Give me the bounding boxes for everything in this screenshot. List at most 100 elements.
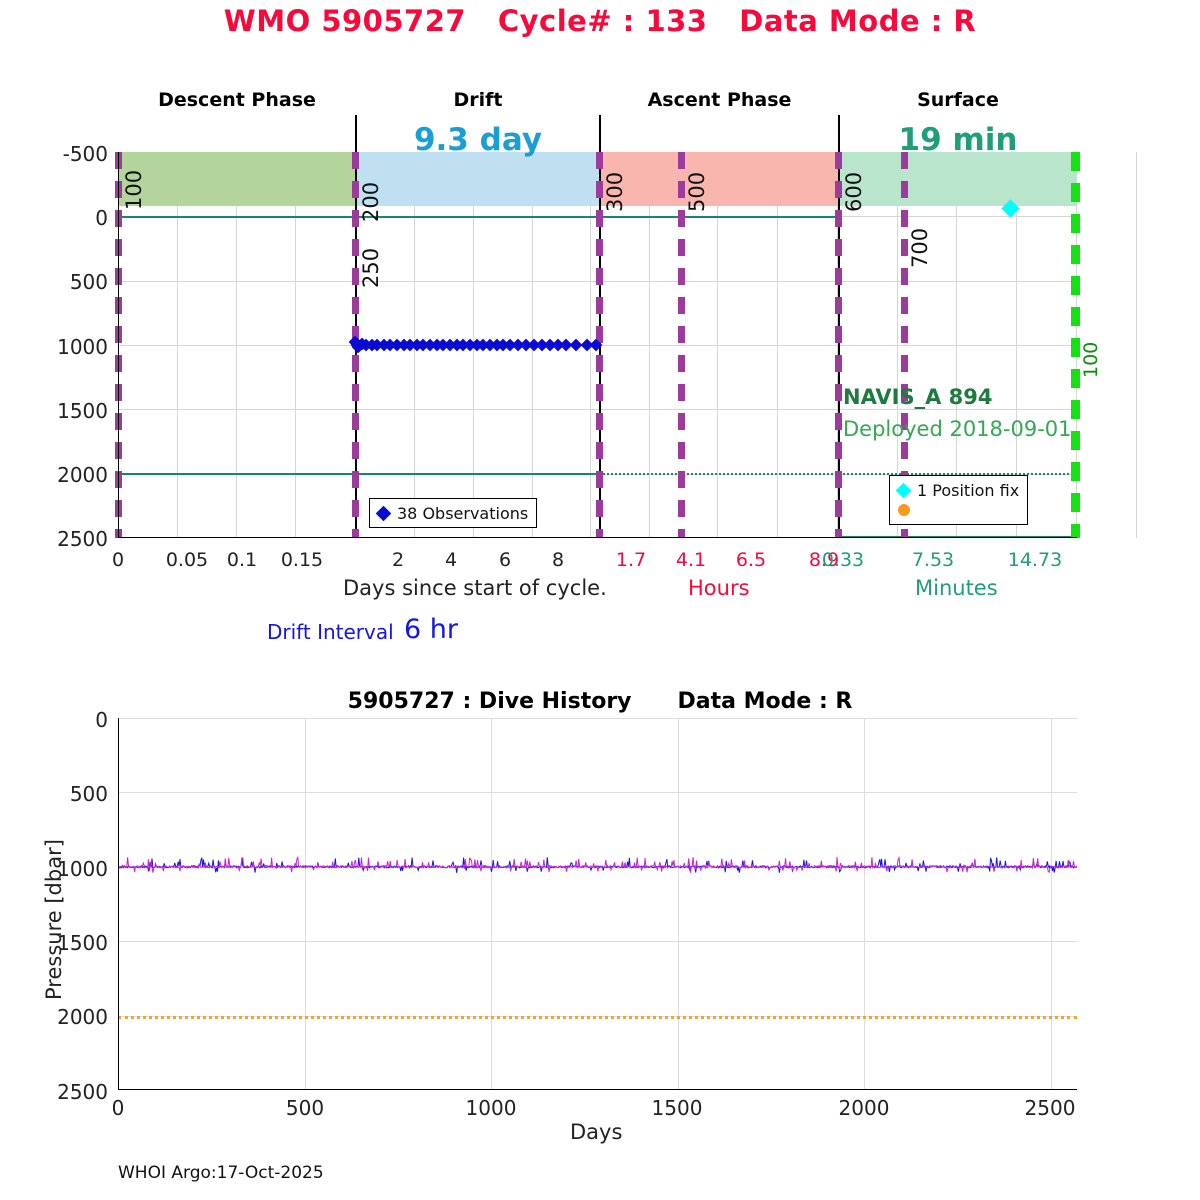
park-pressure-reference-line: [118, 1015, 1077, 1019]
float-deployment-date: Deployed 2018-09-01: [843, 417, 1072, 441]
gridline: [956, 152, 957, 538]
reference-line-0dbar: [118, 215, 838, 218]
x-tick-days: 0.1: [226, 549, 258, 571]
cycle-phase-plot: [115, 152, 1137, 538]
y-tick-label: 2000: [57, 463, 108, 487]
phase-label-surface: Surface: [917, 89, 999, 111]
x-axis-label-hours: Hours: [688, 576, 750, 600]
gridline: [677, 718, 679, 1090]
drift-duration-annotation: 9.3 day: [413, 122, 543, 158]
drift-interval-label: Drift Interval: [267, 620, 394, 644]
x-tick-minutes: 0.33: [821, 549, 865, 571]
plot-frame: [118, 718, 1077, 1090]
history-series-1: [118, 855, 1077, 874]
gridline: [777, 152, 778, 538]
plot-frame: [118, 152, 1077, 538]
event-code-100: 100: [122, 169, 146, 210]
y-tick-label: 2500: [57, 527, 108, 551]
gridline: [236, 152, 237, 538]
dive-history-plot: [118, 718, 1077, 1090]
y-tick-label: 0: [95, 206, 108, 230]
y-axis-label: Pressure [dbar]: [42, 839, 66, 1000]
diamond-marker-icon: [895, 482, 912, 498]
y-tick-label: 500: [69, 270, 108, 294]
x-tick-minutes: 14.73: [1007, 549, 1063, 571]
y-tick-label: 1500: [57, 931, 108, 955]
surface-duration-annotation: 19 min: [898, 122, 1018, 158]
x-tick-label: 2500: [1024, 1096, 1076, 1120]
legend-label: 38 Observations: [397, 503, 529, 523]
event-code-500: 500: [685, 171, 709, 212]
position-fix-legend: 1 Position fix: [889, 475, 1029, 525]
diamond-marker-icon: [375, 505, 392, 521]
phase-label-drift: Drift: [453, 89, 503, 111]
gridline: [304, 718, 306, 1090]
event-code-surface-100: 100: [1080, 341, 1102, 378]
phase-separator-top-1: [355, 115, 357, 152]
event-code-300: 300: [603, 171, 627, 212]
drift-interval-value: 6 hr: [404, 614, 458, 645]
gridline: [118, 941, 1077, 943]
event-code-700: 700: [908, 227, 932, 268]
gridline: [1136, 152, 1137, 538]
y-tick-label: 1500: [57, 399, 108, 423]
x-tick-days: 6: [498, 549, 512, 571]
x-axis-label: Days: [570, 1120, 623, 1144]
x-tick-days: 0: [111, 549, 125, 571]
y-tick-label: 1000: [57, 335, 108, 359]
gridline: [1050, 718, 1052, 1090]
gridline: [491, 718, 492, 1090]
y-tick-label: 500: [69, 782, 108, 806]
x-tick-hours: 6.5: [735, 549, 767, 571]
gridline: [295, 152, 296, 538]
y-tick-label: 2000: [57, 1005, 108, 1029]
observations-legend: 38 Observations: [369, 498, 538, 528]
phase-band-surface: [838, 152, 1077, 206]
x-tick-label: 0: [111, 1096, 125, 1120]
footer-credit: WHOI Argo:17-Oct-2025: [118, 1163, 324, 1183]
x-axis-label-days: Days since start of cycle.: [343, 576, 607, 600]
phase-band-descent: [118, 152, 355, 206]
event-code-250: 250: [359, 247, 383, 288]
x-tick-days: 4: [444, 549, 458, 571]
y-tick-label: 1000: [57, 857, 108, 881]
event-marker-surface-100: [1071, 152, 1080, 538]
phase-label-descent: Descent Phase: [158, 89, 316, 111]
pressure-history-trace: [118, 855, 1077, 874]
circle-marker-icon: [898, 504, 910, 516]
phase-band-ascent: [599, 152, 838, 206]
x-tick-days: 0.05: [165, 549, 209, 571]
gridline: [864, 718, 865, 1090]
x-tick-days: 8: [551, 549, 565, 571]
event-marker-700: [901, 152, 908, 538]
event-code-200: 200: [359, 181, 383, 222]
phase-separator-top-3: [838, 115, 840, 152]
x-tick-label: 1000: [465, 1096, 517, 1120]
legend-row: 1 Position fix: [895, 480, 1020, 500]
x-tick-hours: 1.7: [615, 549, 647, 571]
page-title: WMO 5905727 Cycle# : 133 Data Mode : R: [223, 4, 977, 38]
y-tick-label: 0: [95, 708, 108, 732]
x-tick-hours: 8.9: [808, 549, 840, 571]
x-tick-label: 2000: [838, 1096, 890, 1120]
dive-history-title: 5905727 : Dive History Data Mode : R: [347, 689, 853, 714]
x-tick-label: 500: [285, 1096, 325, 1120]
phase-band-drift: [355, 152, 599, 206]
gridline: [717, 152, 718, 538]
float-name: NAVIS_A 894: [843, 385, 993, 409]
phase-label-ascent: Ascent Phase: [647, 89, 792, 111]
event-marker-500: [678, 152, 685, 538]
gridline: [1016, 152, 1017, 538]
legend-label: 1 Position fix: [917, 480, 1020, 500]
gridline: [118, 718, 1077, 719]
x-axis-label-minutes: Minutes: [915, 576, 998, 600]
gridline: [897, 152, 898, 538]
event-marker-600: [835, 152, 842, 538]
phase-separator-top-2: [599, 115, 601, 152]
y-tick-label: -500: [62, 142, 108, 166]
y-tick-label: 2500: [57, 1080, 108, 1104]
x-tick-hours: 4.1: [675, 549, 707, 571]
gridline: [649, 152, 650, 538]
gridline: [177, 152, 178, 538]
x-tick-days: 2: [391, 549, 405, 571]
